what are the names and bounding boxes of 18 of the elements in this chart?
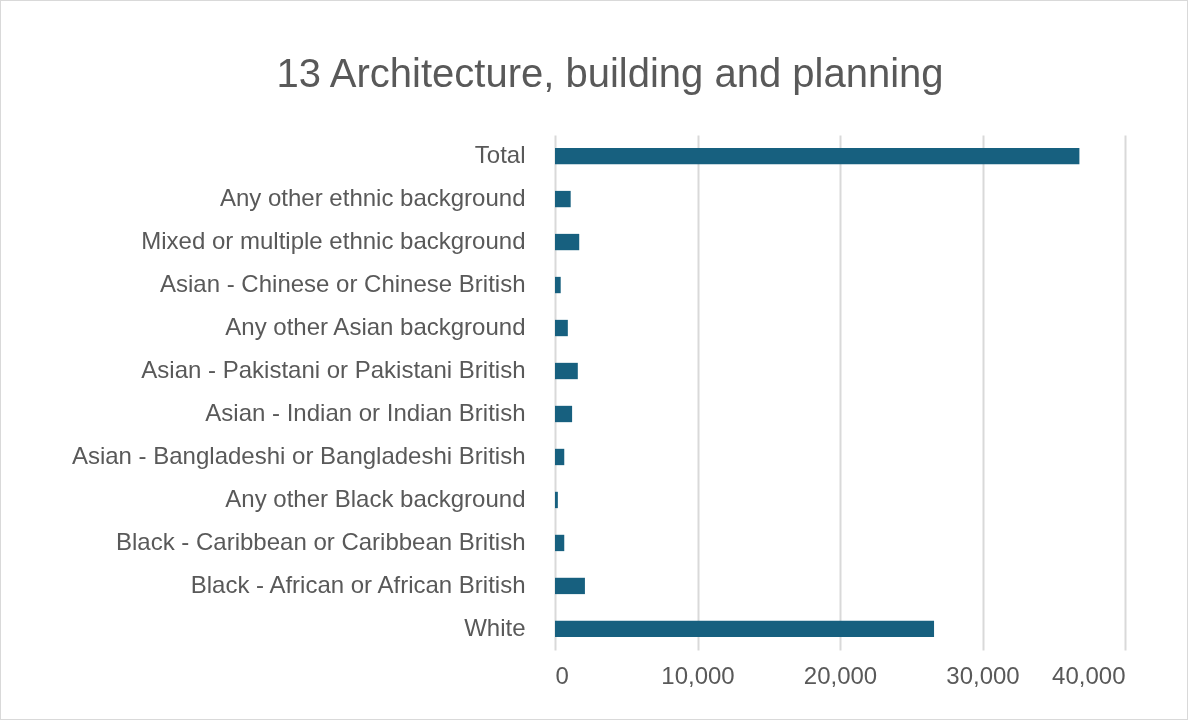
x-tick-label: 0 xyxy=(555,661,569,689)
x-tick-label: 20,000 xyxy=(803,661,878,689)
x-tick-label: 30,000 xyxy=(946,661,1020,689)
x-tick-label: 40,000 xyxy=(1052,661,1126,689)
y-tick-label: Asian - Chinese or Chinese British xyxy=(160,270,526,298)
y-tick-label: Black - Caribbean or Caribbean British xyxy=(115,527,526,555)
chart-title: 13 Architecture, building and planning xyxy=(276,51,944,95)
y-tick-label: Total xyxy=(474,141,526,169)
y-tick-label: Mixed or multiple ethnic background xyxy=(141,227,526,255)
y-tick-label: Asian - Pakistani or Pakistani British xyxy=(141,356,526,384)
y-tick-label: Asian - Indian or Indian British xyxy=(205,398,526,426)
y-tick-label: Black - African or African British xyxy=(190,570,526,598)
y-tick-label: Any other ethnic background xyxy=(219,184,526,212)
y-tick-label: Any other Black background xyxy=(225,484,526,512)
y-tick-label: Any other Asian background xyxy=(225,313,526,341)
x-tick-label: 10,000 xyxy=(661,661,735,689)
y-tick-label: Asian - Bangladeshi or Bangladeshi British xyxy=(71,441,526,469)
y-tick-label: White xyxy=(464,613,526,641)
